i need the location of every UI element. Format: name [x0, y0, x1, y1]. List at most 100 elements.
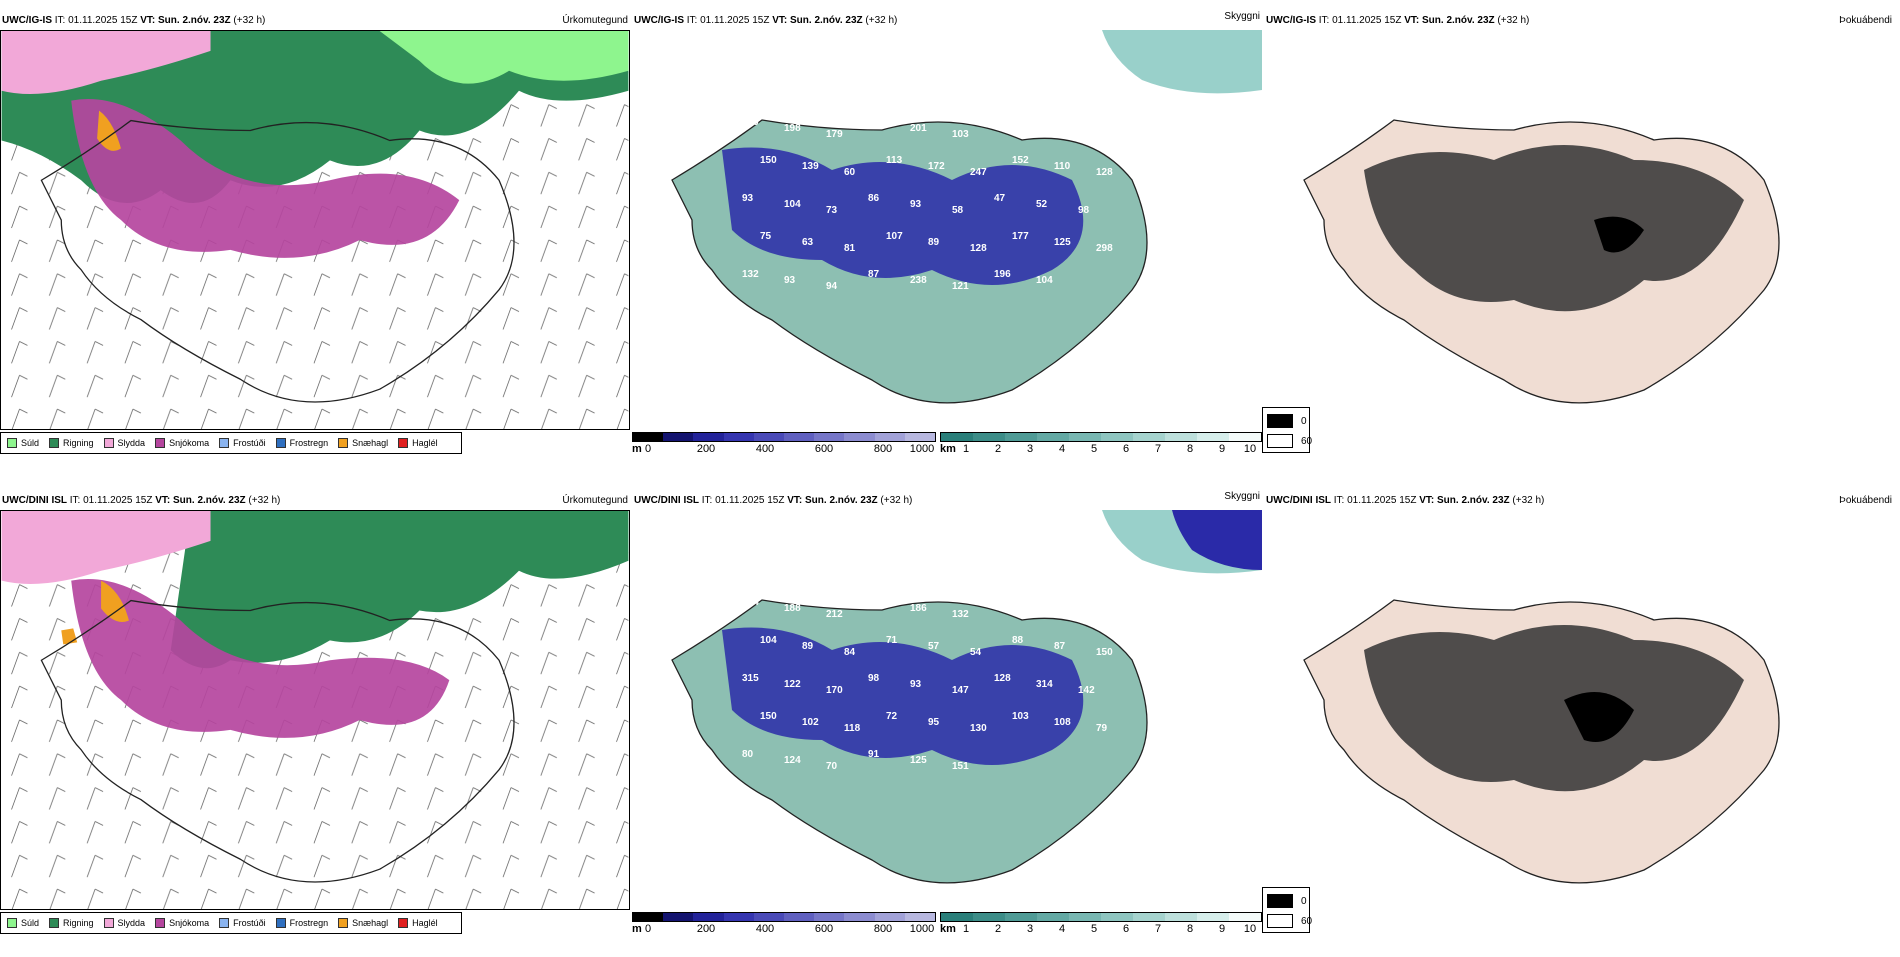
lead-time: (+32 h) — [248, 495, 281, 506]
cloud-base-value: 60 — [844, 167, 856, 178]
tick-label: 400 — [755, 923, 775, 935]
cloud-unit: m — [632, 443, 642, 455]
cloud-base-value: 122 — [784, 679, 801, 690]
cloud-base-value: 128 — [1096, 167, 1113, 178]
lead-time: (+32 h) — [880, 495, 913, 506]
legend-label: 0 — [1301, 415, 1307, 427]
legend-swatch — [275, 918, 286, 928]
precip-type-panel-top: UWC/IG-IS IT: 01.11.2025 15Z VT: Sun. 2.… — [0, 12, 630, 477]
cloud-base-value: 58 — [952, 205, 964, 216]
fog-legend: 0 60 — [1262, 407, 1312, 453]
legend-swatch — [7, 918, 17, 928]
cloud-base-value: 198 — [784, 123, 801, 134]
legend-swatch — [398, 438, 409, 448]
tick-label: 5 — [1090, 923, 1098, 935]
panel-title: Skyggni — [1224, 11, 1260, 22]
tick-label: 2 — [994, 923, 1002, 935]
tick-label: 1000 — [909, 443, 935, 455]
tick-label: 6 — [1122, 443, 1130, 455]
legend-swatch — [275, 438, 286, 448]
tick-label: 8 — [1186, 923, 1194, 935]
panel-title: Skyggni — [1224, 491, 1260, 502]
lead-time: (+32 h) — [233, 15, 266, 26]
cloud-base-value: 47 — [994, 193, 1006, 204]
it-label: IT: — [54, 15, 66, 26]
tick-label: 1 — [962, 923, 970, 935]
cloud-base-value: 172 — [928, 161, 945, 172]
cloud-base-value: 89 — [928, 237, 940, 248]
cloud-base-labels: 200 198 179 178 201 103 90 92 128 150 139 60 113 172 2… — [742, 117, 1113, 292]
cloud-base-value: 104 — [1036, 275, 1053, 286]
tick-label: 400 — [755, 443, 775, 455]
cloud-base-value: 247 — [970, 167, 987, 178]
legend-label: 0 — [1301, 895, 1307, 907]
visibility-unit: km — [940, 443, 956, 455]
fog-index-panel-bottom: UWC/DINI ISL IT: 01.11.2025 15Z VT: Sun.… — [1264, 492, 1894, 957]
tick-label: 600 — [814, 923, 834, 935]
cloud-base-value: 94 — [1036, 603, 1048, 614]
colorbar-strip — [940, 432, 1262, 442]
colorbar-ticks: km 1 2 3 4 5 6 7 8 9 10 — [940, 442, 1262, 456]
legend-item: Frostúði — [219, 918, 266, 928]
panel-title: Þokuábendi — [1839, 495, 1892, 506]
cloud-base-value: 128 — [970, 243, 987, 254]
cloud-base-value: 121 — [952, 281, 969, 292]
precip-type-panel-bottom: UWC/DINI ISL IT: 01.11.2025 15Z VT: Sun.… — [0, 492, 630, 957]
cloud-base-value: 214 — [742, 597, 759, 608]
cloud-base-value: 89 — [802, 641, 814, 652]
low-cloud-area — [722, 627, 1084, 765]
fog-index-low-area — [1564, 692, 1634, 742]
cloud-base-value: 188 — [784, 603, 801, 614]
legend-swatch — [398, 918, 409, 928]
visibility-colorbar: km 1 2 3 4 5 6 7 8 9 10 — [940, 432, 1262, 456]
precip-map — [0, 510, 630, 910]
cloud-base-value: 84 — [844, 647, 856, 658]
legend-label: Slydda — [117, 918, 146, 928]
cloud-base-value: 132 — [952, 609, 969, 620]
fog-legend-item: 60 — [1267, 434, 1312, 448]
tick-label: 1000 — [909, 923, 935, 935]
cloud-base-value: 94 — [826, 281, 838, 292]
cloud-base-value: 87 — [1054, 641, 1066, 652]
cloud-base-value: 88 — [1012, 635, 1024, 646]
legend-label: Snjókoma — [169, 438, 210, 448]
tick-label: 0 — [644, 923, 652, 935]
legend-item: Haglél — [398, 438, 438, 448]
colorbar-strip — [632, 432, 936, 442]
cloud-base-value: 124 — [784, 755, 801, 766]
legend-label: Súld — [21, 918, 40, 928]
vt-label: VT: — [155, 495, 171, 506]
cloud-base-value: 71 — [886, 635, 898, 646]
vt-label: VT: — [140, 15, 156, 26]
legend-label: Snæhagl — [352, 918, 389, 928]
vt-label: VT: — [787, 495, 803, 506]
cloud-base-value: 201 — [910, 123, 927, 134]
tick-label: 800 — [873, 923, 893, 935]
legend-item: Rigning — [49, 918, 94, 928]
colorbar-ticks: m 0 200 400 600 800 1000 — [632, 442, 936, 456]
cloud-base-value: 103 — [1012, 711, 1029, 722]
drizzle-area — [379, 31, 629, 84]
colorbar-ticks: km 1 2 3 4 5 6 7 8 9 10 — [940, 922, 1262, 936]
legend-swatch — [155, 438, 166, 448]
panel-header: UWC/DINI ISL IT: 01.11.2025 15Z VT: Sun.… — [634, 491, 1260, 510]
legend-label: Frostúði — [233, 918, 266, 928]
colorbar-strip — [940, 912, 1262, 922]
panel-title: Þokuábendi — [1839, 15, 1892, 26]
precip-legend: Súld Rigning Slydda Snjókoma Frostúði Fr… — [0, 912, 462, 934]
legend-label: Frostregn — [289, 438, 329, 448]
tick-label: 5 — [1090, 443, 1098, 455]
cloud-base-value: 150 — [760, 155, 777, 166]
legend-swatch — [1267, 434, 1293, 448]
panel-header: UWC/IG-IS IT: 01.11.2025 15Z VT: Sun. 2.… — [1266, 12, 1892, 30]
legend-item: Haglél — [398, 918, 438, 928]
tick-label: 0 — [644, 443, 652, 455]
legend-swatch — [1267, 894, 1293, 908]
cloud-base-value: 107 — [886, 231, 903, 242]
rain-area — [170, 511, 629, 669]
it-value: 01.11.2025 15Z — [1347, 495, 1417, 506]
cloud-base-value: 179 — [826, 129, 843, 140]
it-value: 01.11.2025 15Z — [1332, 15, 1402, 26]
snow-area — [71, 98, 460, 258]
ice-pellet-area — [61, 580, 129, 645]
